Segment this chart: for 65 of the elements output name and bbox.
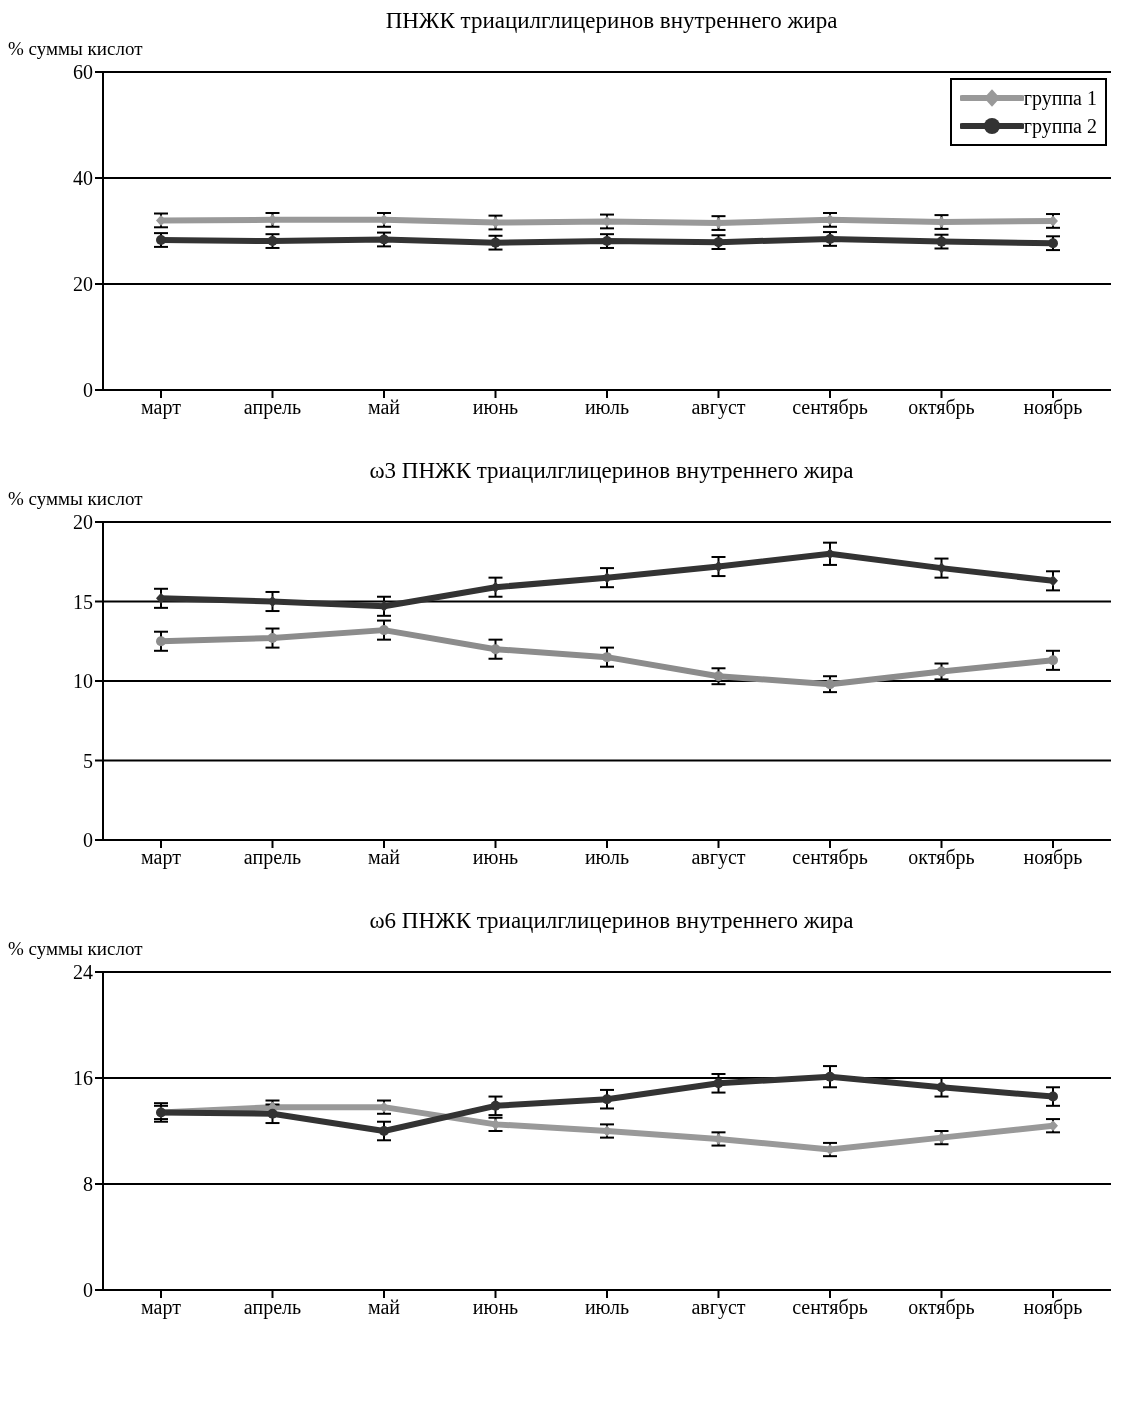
x-tick-label: ноябрь (1023, 1296, 1083, 1320)
point (936, 666, 947, 677)
point (267, 633, 278, 644)
point (825, 1071, 835, 1082)
x-tick-label: июль (584, 1296, 630, 1319)
x-tick-label: март (141, 396, 182, 420)
y-tick-label: 0 (83, 379, 93, 402)
legend-label: группа 2 (1023, 114, 1097, 138)
x-tick-label: апрель (243, 846, 302, 870)
point (713, 671, 724, 682)
chart-title: ω6 ПНЖК триацилглицеринов внутреннего жира (368, 908, 855, 935)
point (602, 652, 612, 663)
y-tick-label: 20 (73, 511, 93, 534)
y-tick-label: 24 (73, 961, 93, 984)
x-tick-label: июнь (472, 396, 519, 419)
point (156, 636, 166, 647)
x-tick-label: август (691, 1296, 746, 1320)
x-tick-label: июнь (472, 1296, 519, 1319)
y-tick-label: 16 (73, 1067, 93, 1090)
x-tick-label: октябрь (908, 846, 975, 870)
x-tick-label: сентябрь (792, 1296, 868, 1320)
point (825, 679, 835, 690)
y-axis-title: % суммы кислот (8, 938, 143, 959)
point (490, 1100, 501, 1111)
point (1048, 655, 1058, 666)
x-tick-label: ноябрь (1023, 396, 1083, 420)
y-tick-label: 5 (83, 749, 93, 772)
chart-title: ω3 ПНЖК триацилглицеринов внутреннего жира (368, 458, 855, 485)
x-tick-label: март (141, 846, 182, 870)
point (713, 1078, 724, 1089)
x-tick-label: март (141, 1296, 182, 1320)
point (379, 625, 389, 636)
x-tick-label: май (367, 396, 401, 419)
chart-title: ПНЖК триацилглицеринов внутреннего жира (384, 8, 839, 35)
y-tick-label: 0 (83, 1279, 93, 1302)
x-tick-label: июнь (472, 846, 519, 869)
x-tick-label: май (367, 846, 401, 869)
y-tick-label: 40 (73, 167, 93, 190)
x-tick-label: июль (584, 396, 630, 419)
point (490, 644, 501, 655)
legend-label: группа 1 (1023, 86, 1097, 110)
y-tick-label: 0 (83, 829, 93, 852)
point (602, 1094, 612, 1105)
x-tick-label: сентябрь (792, 396, 868, 420)
y-tick-label: 8 (83, 1173, 93, 1196)
x-tick-label: октябрь (908, 396, 975, 420)
y-tick-label: 10 (73, 670, 93, 693)
x-tick-label: август (691, 396, 746, 420)
x-tick-label: ноябрь (1023, 846, 1083, 870)
point (936, 1082, 947, 1093)
x-tick-label: май (367, 1296, 401, 1319)
point (267, 1108, 278, 1119)
x-tick-label: сентябрь (792, 846, 868, 870)
y-tick-label: 15 (73, 590, 93, 613)
y-tick-label: 20 (73, 273, 93, 296)
x-tick-label: июль (584, 846, 630, 869)
y-axis-title: % суммы кислот (8, 488, 143, 509)
x-tick-label: август (691, 846, 746, 870)
y-axis-title: % суммы кислот (8, 38, 143, 59)
y-tick-label: 60 (73, 61, 93, 84)
x-tick-label: апрель (243, 1296, 302, 1320)
x-tick-label: апрель (243, 396, 302, 420)
x-tick-label: октябрь (908, 1296, 975, 1320)
point (1048, 1091, 1058, 1102)
point (379, 1126, 389, 1136)
